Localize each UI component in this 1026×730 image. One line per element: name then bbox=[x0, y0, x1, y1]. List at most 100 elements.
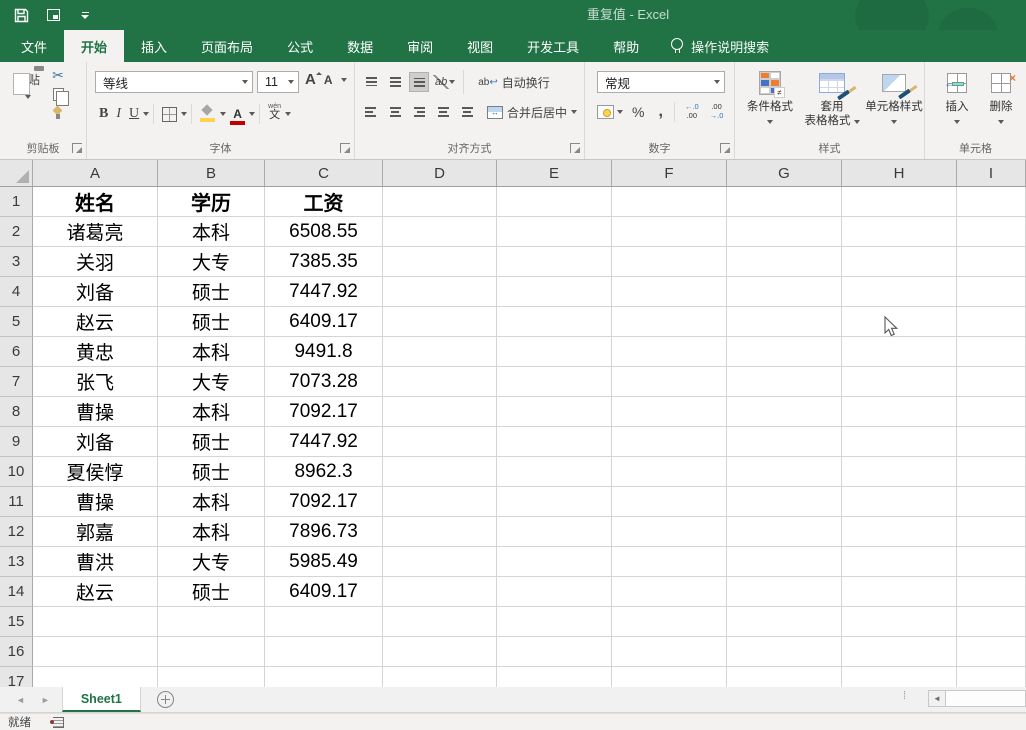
cell-D11[interactable] bbox=[383, 487, 497, 517]
cell-D6[interactable] bbox=[383, 337, 497, 367]
borders-button[interactable] bbox=[158, 103, 181, 125]
cell-H15[interactable] bbox=[842, 607, 957, 637]
merge-dropdown-icon[interactable] bbox=[571, 110, 578, 114]
cell-C7[interactable]: 7073.28 bbox=[265, 367, 383, 397]
cell-A14[interactable]: 赵云 bbox=[33, 577, 158, 607]
cell-A15[interactable] bbox=[33, 607, 158, 637]
italic-button[interactable]: I bbox=[116, 106, 122, 121]
cell-E3[interactable] bbox=[497, 247, 612, 277]
underline-button[interactable]: U bbox=[129, 106, 140, 121]
alignment-dialog-launcher[interactable] bbox=[570, 143, 580, 153]
cell-G4[interactable] bbox=[727, 277, 842, 307]
prev-sheet-icon[interactable]: ◄ bbox=[16, 694, 25, 705]
row-header-5[interactable]: 5 bbox=[0, 307, 33, 337]
cell-F8[interactable] bbox=[612, 397, 727, 427]
cell-D7[interactable] bbox=[383, 367, 497, 397]
cell-I10[interactable] bbox=[957, 457, 1026, 487]
cell-styles-button[interactable]: 单元格样式 bbox=[865, 68, 923, 129]
cell-G11[interactable] bbox=[727, 487, 842, 517]
cell-I1[interactable] bbox=[957, 187, 1026, 217]
cell-I11[interactable] bbox=[957, 487, 1026, 517]
cell-A8[interactable]: 曹操 bbox=[33, 397, 158, 427]
cell-B17[interactable] bbox=[158, 667, 265, 687]
row-header-4[interactable]: 4 bbox=[0, 277, 33, 307]
bold-button[interactable]: B bbox=[99, 106, 109, 121]
cell-A2[interactable]: 诸葛亮 bbox=[33, 217, 158, 247]
cell-F5[interactable] bbox=[612, 307, 727, 337]
cell-B8[interactable]: 本科 bbox=[158, 397, 265, 427]
cell-E11[interactable] bbox=[497, 487, 612, 517]
cell-A10[interactable]: 夏侯惇 bbox=[33, 457, 158, 487]
cell-B16[interactable] bbox=[158, 637, 265, 667]
cell-B2[interactable]: 本科 bbox=[158, 217, 265, 247]
cell-I6[interactable] bbox=[957, 337, 1026, 367]
cell-C14[interactable]: 6409.17 bbox=[265, 577, 383, 607]
touch-mode-icon[interactable] bbox=[44, 6, 62, 24]
borders-dropdown-icon[interactable] bbox=[181, 112, 188, 116]
phonetic-dropdown-icon[interactable] bbox=[284, 112, 291, 116]
cell-D14[interactable] bbox=[383, 577, 497, 607]
row-header-12[interactable]: 12 bbox=[0, 517, 33, 547]
cell-H7[interactable] bbox=[842, 367, 957, 397]
column-header-A[interactable]: A bbox=[33, 160, 158, 186]
underline-dropdown-icon[interactable] bbox=[143, 112, 150, 116]
cell-A7[interactable]: 张飞 bbox=[33, 367, 158, 397]
cell-E1[interactable] bbox=[497, 187, 612, 217]
cell-H14[interactable] bbox=[842, 577, 957, 607]
cell-E10[interactable] bbox=[497, 457, 612, 487]
fill-color-button[interactable] bbox=[196, 103, 220, 125]
cell-A17[interactable] bbox=[33, 667, 158, 687]
cell-A16[interactable] bbox=[33, 637, 158, 667]
cell-B4[interactable]: 硕士 bbox=[158, 277, 265, 307]
cell-B7[interactable]: 大专 bbox=[158, 367, 265, 397]
font-size-dropdown-icon[interactable] bbox=[340, 77, 347, 82]
cell-B5[interactable]: 硕士 bbox=[158, 307, 265, 337]
insert-cells-button[interactable]: ← 插入 bbox=[939, 68, 975, 129]
cell-F17[interactable] bbox=[612, 667, 727, 687]
align-bottom-icon[interactable] bbox=[409, 72, 429, 92]
cell-C2[interactable]: 6508.55 bbox=[265, 217, 383, 247]
cell-H13[interactable] bbox=[842, 547, 957, 577]
cell-A3[interactable]: 关羽 bbox=[33, 247, 158, 277]
row-header-15[interactable]: 15 bbox=[0, 607, 33, 637]
cell-D8[interactable] bbox=[383, 397, 497, 427]
cell-D16[interactable] bbox=[383, 637, 497, 667]
cell-H5[interactable] bbox=[842, 307, 957, 337]
next-sheet-icon[interactable]: ► bbox=[40, 694, 50, 705]
column-header-H[interactable]: H bbox=[842, 160, 957, 186]
cell-G6[interactable] bbox=[727, 337, 842, 367]
cell-E14[interactable] bbox=[497, 577, 612, 607]
cell-C11[interactable]: 7092.17 bbox=[265, 487, 383, 517]
percent-style-icon[interactable]: % bbox=[632, 104, 645, 120]
cell-F1[interactable] bbox=[612, 187, 727, 217]
copy-icon[interactable] bbox=[52, 88, 69, 106]
cell-E16[interactable] bbox=[497, 637, 612, 667]
cell-C16[interactable] bbox=[265, 637, 383, 667]
cell-B14[interactable]: 硕士 bbox=[158, 577, 265, 607]
paste-button[interactable]: 粘贴 bbox=[7, 68, 49, 102]
paste-dropdown-icon[interactable] bbox=[25, 95, 31, 99]
cell-A13[interactable]: 曹洪 bbox=[33, 547, 158, 577]
conditional-formatting-button[interactable]: ≠ 条件格式 bbox=[741, 68, 799, 129]
font-color-dropdown-icon[interactable] bbox=[249, 112, 256, 116]
accounting-dropdown-icon[interactable] bbox=[617, 110, 623, 114]
cell-H9[interactable] bbox=[842, 427, 957, 457]
cell-F14[interactable] bbox=[612, 577, 727, 607]
cell-C12[interactable]: 7896.73 bbox=[265, 517, 383, 547]
align-middle-icon[interactable] bbox=[385, 72, 405, 92]
cell-E2[interactable] bbox=[497, 217, 612, 247]
cell-H12[interactable] bbox=[842, 517, 957, 547]
cell-D4[interactable] bbox=[383, 277, 497, 307]
cell-I9[interactable] bbox=[957, 427, 1026, 457]
row-header-7[interactable]: 7 bbox=[0, 367, 33, 397]
cell-E7[interactable] bbox=[497, 367, 612, 397]
cell-D9[interactable] bbox=[383, 427, 497, 457]
format-as-table-button[interactable]: 套用 表格格式 bbox=[801, 68, 863, 129]
scroll-left-icon[interactable]: ◄ bbox=[928, 690, 946, 707]
row-header-1[interactable]: 1 bbox=[0, 187, 33, 217]
comma-style-icon[interactable]: , bbox=[658, 103, 663, 120]
fill-color-dropdown-icon[interactable] bbox=[220, 112, 227, 116]
accounting-format-icon[interactable] bbox=[597, 105, 614, 119]
cell-B10[interactable]: 硕士 bbox=[158, 457, 265, 487]
cell-G3[interactable] bbox=[727, 247, 842, 277]
